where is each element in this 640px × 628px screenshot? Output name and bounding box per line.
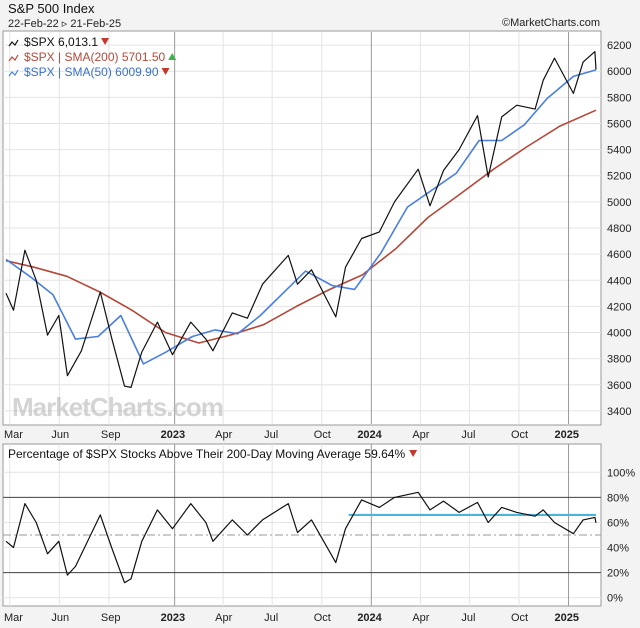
breadth-y-tick: 0% <box>607 593 623 605</box>
price-y-tick: 4200 <box>607 301 631 313</box>
price-y-tick: 4800 <box>607 223 631 235</box>
down-arrow-icon <box>101 38 110 45</box>
price-x-tick: 2024 <box>357 429 382 441</box>
price-y-axis: 3400 3600 3800 4000 4200 4400 4600 4800 5000 5200… <box>607 40 631 418</box>
brand-credit: ©MarketCharts.com <box>502 17 600 29</box>
breadth-x-tick: 2024 <box>357 612 382 624</box>
breadth-x-tick: Oct <box>314 612 331 624</box>
price-y-tick: 3800 <box>607 354 631 366</box>
price-x-tick: Jul <box>264 429 278 441</box>
price-x-tick: Oct <box>511 429 528 441</box>
legend-label: $SPX 6,013.1 <box>24 35 98 49</box>
price-y-tick: 5800 <box>607 92 631 104</box>
chart-title: S&P 500 Index <box>8 1 95 16</box>
price-x-axis: Mar Jun Sep 2023 Apr Jul Oct 2024 Apr Jul Oct 2025 <box>4 429 579 441</box>
legend-label: $SPX | SMA(200) 5701.50 <box>24 50 166 64</box>
price-y-tick: 4000 <box>607 328 631 340</box>
price-x-tick: 2025 <box>555 429 579 441</box>
price-legend: $SPX 6,013.1$SPX | SMA(200) 5701.50$SPX … <box>8 35 177 79</box>
price-series <box>5 50 597 388</box>
watermark-logo: MarketCharts.com <box>12 392 223 422</box>
breadth-x-tick: Oct <box>511 612 528 624</box>
price-y-tick: 5600 <box>607 118 631 130</box>
price-x-tick: Apr <box>215 429 232 441</box>
breadth-x-tick: Apr <box>412 612 429 624</box>
breadth-x-tick: Apr <box>215 612 232 624</box>
price-x-tick: Jun <box>51 429 69 441</box>
price-x-tick: Apr <box>412 429 429 441</box>
breadth-title-group: Percentage of $SPX Stocks Above Their 20… <box>8 447 418 461</box>
breadth-y-tick: 60% <box>607 517 629 529</box>
price-y-tick: 5200 <box>607 171 631 183</box>
date-range: 22-Feb-22 ▹ 21-Feb-25 <box>8 18 122 30</box>
legend-line-icon <box>8 54 19 62</box>
price-y-tick: 3600 <box>607 380 631 392</box>
price-y-tick: 6200 <box>607 40 631 52</box>
down-arrow-icon <box>409 450 418 457</box>
breadth-panel <box>2 443 602 607</box>
breadth-line <box>5 491 597 584</box>
down-arrow-icon <box>161 68 170 75</box>
price-y-tick: 5400 <box>607 145 631 157</box>
price-x-tick: Oct <box>314 429 331 441</box>
breadth-y-tick: 40% <box>607 543 629 555</box>
breadth-y-tick: 80% <box>607 492 629 504</box>
breadth-y-axis: 0% 20% 40% 60% 80% 100% <box>607 467 635 604</box>
breadth-x-tick: 2025 <box>555 612 579 624</box>
breadth-x-tick: 2023 <box>161 612 185 624</box>
breadth-x-tick: Sep <box>101 612 121 624</box>
price-x-tick: Mar <box>4 429 23 441</box>
breadth-title: Percentage of $SPX Stocks Above Their 20… <box>8 447 405 461</box>
price-y-tick: 5000 <box>607 197 631 209</box>
spx-price-line <box>5 50 597 388</box>
price-y-tick: 6000 <box>607 66 631 78</box>
price-x-tick: 2023 <box>161 429 185 441</box>
breadth-y-tick: 20% <box>607 568 629 580</box>
legend-label: $SPX | SMA(50) 6009.90 <box>24 65 159 79</box>
breadth-x-tick: Jul <box>264 612 278 624</box>
price-y-tick: 4400 <box>607 275 631 287</box>
legend-line-icon <box>8 39 19 47</box>
breadth-x-axis: Mar Jun Sep 2023 Apr Jul Oct 2024 Apr Jul Oct 2025 <box>4 612 579 624</box>
breadth-x-tick: Jul <box>461 612 475 624</box>
price-x-tick: Sep <box>101 429 121 441</box>
sma50-line <box>5 69 597 365</box>
breadth-x-tick: Mar <box>4 612 23 624</box>
price-x-tick: Jul <box>461 429 475 441</box>
price-y-tick: 4600 <box>607 249 631 261</box>
breadth-series <box>5 491 597 584</box>
legend-line-icon <box>8 69 19 77</box>
breadth-x-tick: Jun <box>51 612 69 624</box>
breadth-y-tick: 100% <box>607 467 635 479</box>
up-arrow-icon <box>168 53 177 60</box>
price-y-tick: 3400 <box>607 406 631 418</box>
